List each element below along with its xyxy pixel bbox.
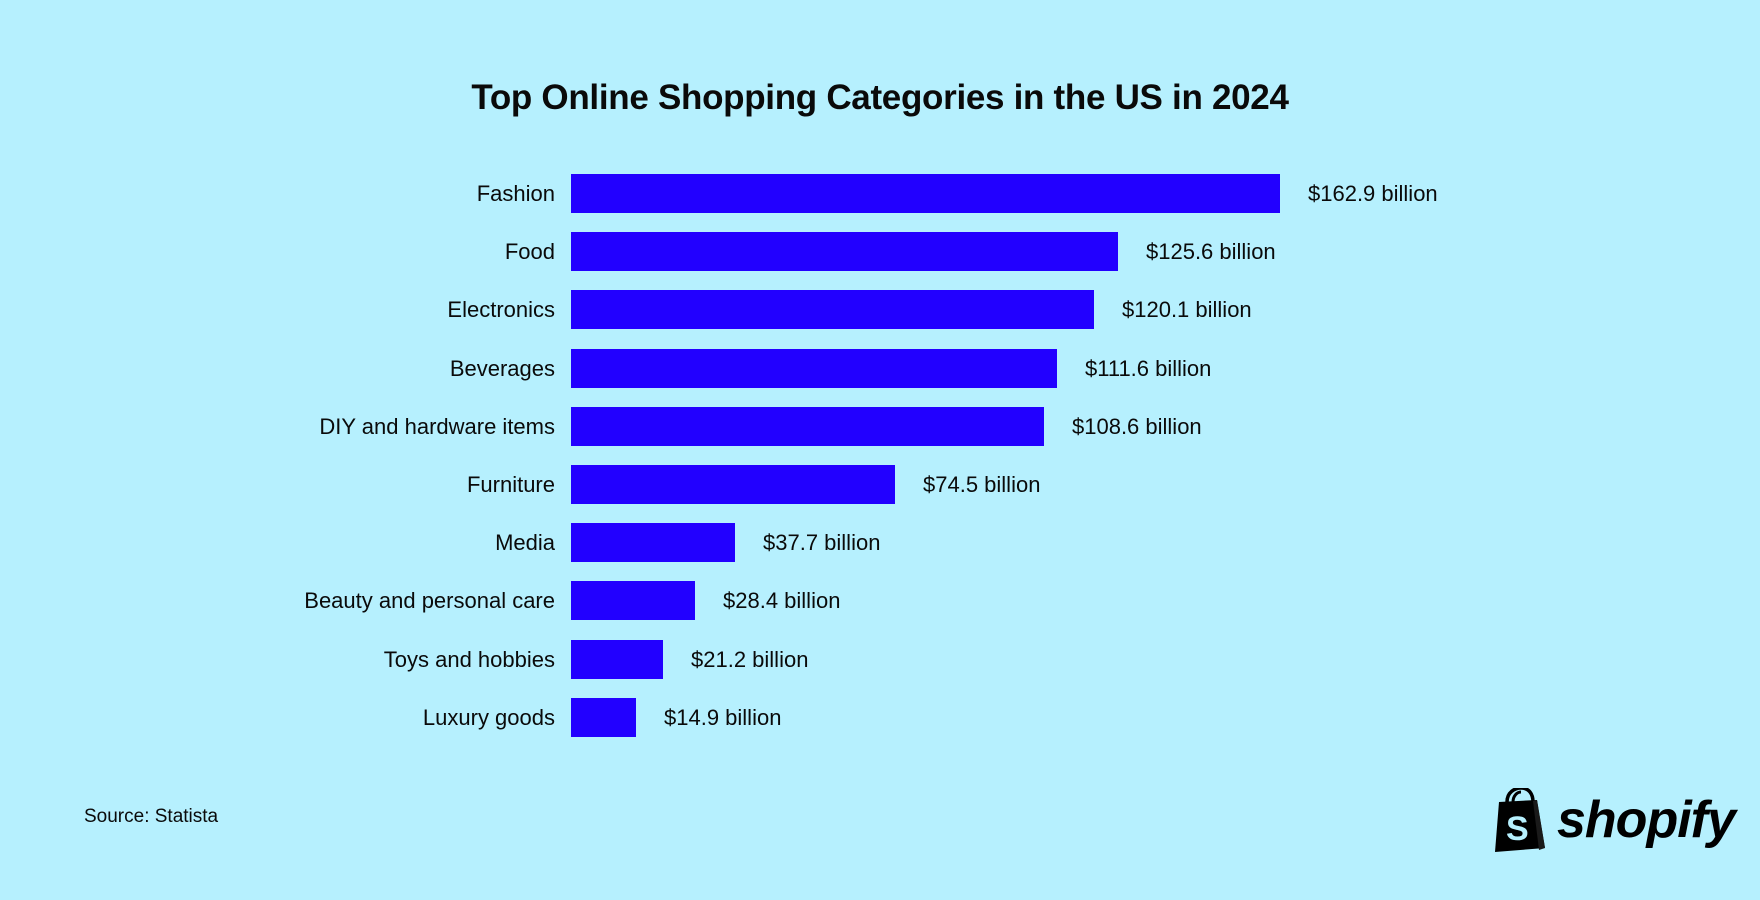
value-label: $37.7 billion (763, 530, 881, 556)
bar-row: Fashion $162.9 billion (0, 174, 1760, 213)
bar (571, 523, 735, 563)
value-label: $14.9 billion (664, 704, 782, 730)
bar-row: Luxury goods $14.9 billion (0, 697, 1760, 737)
category-label: Media (495, 530, 555, 556)
value-label: $120.1 billion (1122, 297, 1252, 323)
source-note: Source: Statista (84, 806, 219, 827)
bar (571, 348, 1057, 388)
chart-title: Top Online Shopping Categories in the US… (471, 78, 1289, 117)
category-label: Luxury goods (422, 704, 555, 730)
category-label: DIY and hardware items (319, 413, 555, 439)
bar-row: Beauty and personal care $28.4 billion (0, 581, 1760, 621)
bar-row: Food $125.6 billion (0, 232, 1760, 272)
bar (571, 639, 663, 679)
bar (571, 406, 1044, 446)
bar (571, 232, 1118, 272)
category-label: Beverages (449, 355, 555, 381)
category-label: Food (504, 239, 555, 265)
category-label: Fashion (476, 181, 555, 206)
bar-row: Furniture $74.5 billion (0, 465, 1760, 504)
value-label: $28.4 billion (723, 588, 841, 614)
bar (571, 465, 895, 504)
value-label: $74.5 billion (923, 472, 1041, 497)
value-label: $21.2 billion (691, 646, 809, 672)
category-label: Toys and hobbies (383, 646, 555, 672)
value-label: $162.9 billion (1308, 181, 1438, 206)
shopping-bag-icon: S (1495, 788, 1545, 852)
category-label: Electronics (447, 297, 555, 323)
bar-row: Electronics $120.1 billion (0, 290, 1760, 330)
bar (571, 581, 695, 621)
bar (571, 174, 1280, 213)
shopify-logo: S shopify (1493, 788, 1736, 852)
category-label: Furniture (466, 472, 555, 497)
bar-row: DIY and hardware items $108.6 billion (0, 406, 1760, 446)
bar-row: Beverages $111.6 billion (0, 348, 1760, 388)
bar-row: Media $37.7 billion (0, 523, 1760, 563)
brand-name: shopify (1557, 791, 1736, 849)
bar-row: Toys and hobbies $21.2 billion (0, 639, 1760, 679)
category-label: Beauty and personal care (304, 588, 555, 614)
bar (571, 290, 1094, 330)
value-label: $125.6 billion (1146, 239, 1276, 265)
value-label: $111.6 billion (1085, 355, 1212, 381)
svg-text:S: S (1506, 810, 1529, 848)
value-label: $108.6 billion (1072, 413, 1202, 439)
bar (571, 697, 636, 737)
